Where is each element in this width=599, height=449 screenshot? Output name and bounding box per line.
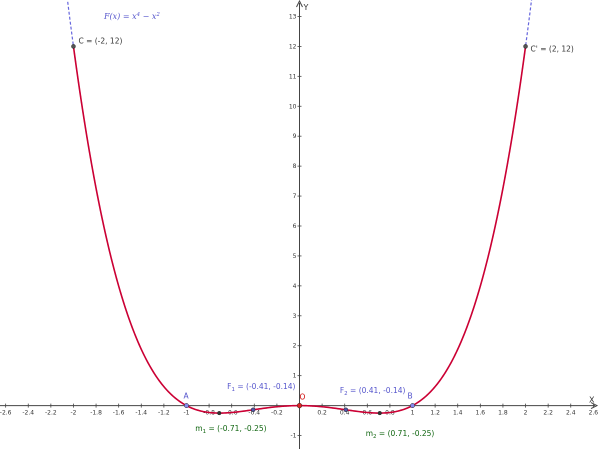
x-tick-label: -1 [183,410,189,417]
y-tick-label: 13 [289,13,297,20]
x-tick-label: 2 [524,410,528,417]
y-tick-label: -1 [291,433,297,440]
x-tick-label: 2.6 [589,410,599,417]
point-a[interactable] [184,403,189,409]
x-tick-label: 1.6 [476,410,486,417]
y-tick-label: 5 [293,253,297,260]
x-tick-label: -2.6 [0,410,12,417]
x-tick-label: -1.2 [158,410,170,417]
point-label-m2: m2 = (0.71, -0.25) [366,429,435,440]
x-tick-label: -1.6 [113,410,125,417]
y-axis-arrow [296,0,303,8]
point-label-o: O [300,393,306,402]
labels-layer: C = (-2, 12) C' = (2, 12) A B O F1 = (-0.41, … [78,36,573,440]
point-label-a: A [183,392,189,401]
point-cp[interactable] [523,44,528,49]
point-o[interactable] [296,402,303,409]
x-axis-title: X [589,396,595,405]
x-tick-label: 2.2 [543,410,553,417]
y-tick-label: 10 [289,103,297,110]
y-tick-label: 9 [293,133,297,140]
point-label-f1: F1 = (-0.41, -0.14) [227,382,295,393]
y-tick-label: 12 [289,43,297,50]
y-tick-label: 4 [293,283,297,290]
x-tick-label: 1 [411,410,415,417]
y-tick-label: 3 [293,313,297,320]
point-label-m1: m1 = (-0.71, -0.25) [195,424,266,435]
x-tick-label: -2 [70,410,76,417]
x-tick-label: 1.4 [453,410,463,417]
function-formula: F(x) = x4 − x2 [103,12,160,21]
x-tick-label: -2.2 [45,410,57,417]
x-tick-label: -0.2 [271,410,283,417]
point-label-cp: C' = (2, 12) [531,44,574,53]
y-tick-label: 2 [293,343,297,350]
y-tick-label: 7 [293,193,297,200]
y-tick-label: 1 [293,373,297,380]
point-label-c: C = (-2, 12) [78,36,122,45]
point-label-f2: F2 = (0.41, -0.14) [340,386,406,397]
x-tick-label: 1.8 [498,410,508,417]
x-tick-label: -1.4 [135,410,147,417]
points-layer [71,44,528,416]
y-tick-label: 6 [293,223,297,230]
x-tick-label: 0.4 [340,410,350,417]
x-tick-label: 1.2 [430,410,440,417]
x-tick-label: -1.8 [90,410,102,417]
point-label-b: B [408,392,413,401]
point-m2[interactable] [377,411,382,416]
x-tick-label: -0.4 [248,410,260,417]
x-tick-label: -2.4 [22,410,34,417]
point-f2[interactable] [343,407,349,413]
point-m1[interactable] [217,411,222,416]
x-tick-label: 0.2 [317,410,327,417]
y-tick-label: 11 [289,73,297,80]
y-tick-label: 8 [293,163,297,170]
y-axis-title: Y [303,3,309,12]
point-f1[interactable] [250,407,256,413]
point-c[interactable] [71,44,76,49]
x-tick-label: 2.4 [566,410,576,417]
point-b[interactable] [410,403,415,409]
